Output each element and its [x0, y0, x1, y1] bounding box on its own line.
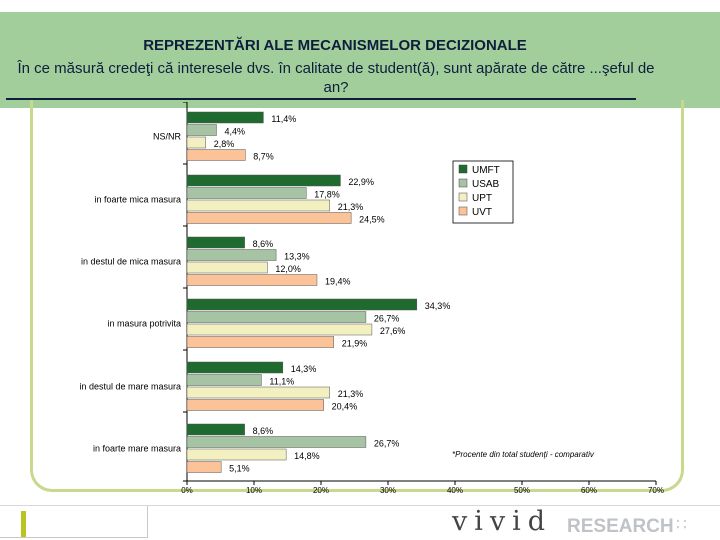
legend-label: UPT: [472, 193, 492, 204]
data-label: 26,7%: [374, 314, 400, 324]
data-label: 21,3%: [338, 202, 364, 212]
bar-usab: [186, 124, 217, 136]
data-label: 11,4%: [271, 114, 296, 124]
bar-umft: [186, 174, 341, 187]
bar-umft: [186, 111, 264, 124]
slide-title: REPREZENTĂRI ALE MECANISMELOR DECIZIONAL…: [143, 37, 527, 54]
data-label: 11,1%: [269, 377, 294, 387]
data-label: 21,9%: [342, 339, 368, 349]
bar-upt: [186, 448, 287, 461]
bar-umft: [186, 298, 418, 311]
data-label: 24,5%: [359, 215, 385, 225]
bar-upt: [186, 136, 207, 149]
data-label: 26,7%: [374, 439, 400, 449]
legend-swatch: [458, 164, 468, 174]
x-tick-label: 0%: [181, 486, 193, 495]
x-tick-label: 40%: [447, 486, 463, 495]
bar-umft: [186, 361, 284, 374]
category-label: in foarte mare masura: [93, 443, 181, 453]
x-tick-label: 60%: [581, 486, 597, 495]
data-label: 17,8%: [314, 190, 340, 200]
bar-umft: [186, 423, 245, 436]
bar-usab: [186, 374, 262, 386]
data-label: 5,1%: [229, 464, 250, 474]
data-label: 14,3%: [291, 364, 317, 374]
legend-swatch: [458, 178, 468, 188]
subtitle-underline: [6, 98, 636, 100]
data-label: 27,6%: [380, 326, 406, 336]
logo-word: vivid: [452, 506, 553, 537]
category-label: NS/NR: [153, 131, 182, 141]
chart-frame: [30, 100, 684, 492]
x-tick-label: 50%: [514, 486, 530, 495]
bar-usab: [186, 249, 277, 261]
data-label: 21,3%: [338, 389, 364, 399]
data-label: 22,9%: [348, 177, 374, 187]
data-label: 8,6%: [253, 426, 274, 436]
vivid-research-logo: vivid RESEARCH ∷: [452, 506, 720, 540]
data-label: 2,8%: [214, 139, 235, 149]
bar-upt: [186, 323, 373, 336]
bar-uvt: [186, 461, 222, 473]
legend-label: UVT: [472, 207, 492, 218]
bar-upt: [186, 386, 330, 399]
bar-usab: [186, 436, 367, 448]
data-label: 12,0%: [275, 264, 301, 274]
category-label: in destul de mica masura: [81, 256, 181, 266]
x-tick-label: 10%: [246, 486, 262, 495]
bar-umft: [186, 236, 245, 249]
logo-dots-icon: ∷: [676, 515, 687, 535]
footer-box: [0, 506, 148, 538]
data-label: 20,4%: [332, 402, 358, 412]
chart-annotation: *Procente din total studenţi - comparati…: [452, 450, 595, 459]
bar-upt: [186, 261, 268, 274]
legend-label: USAB: [472, 179, 500, 190]
data-label: 13,3%: [284, 252, 310, 262]
slide-subtitle: În ce măsură credeţi că interesele dvs. …: [17, 60, 655, 96]
data-label: 4,4%: [224, 127, 245, 137]
category-label: in destul de mare masura: [79, 381, 181, 391]
category-label: in foarte mica masura: [94, 194, 181, 204]
bar-uvt: [186, 212, 352, 224]
legend-swatch: [458, 206, 468, 216]
data-label: 8,7%: [253, 152, 274, 162]
logo-research: RESEARCH: [567, 516, 674, 537]
footer-divider: [0, 505, 720, 506]
bar-chart: 0% 10% 20% 30% 40% 50% 60% 70% NS/NR 11,4% 4,4% 2,8…: [79, 102, 664, 495]
data-label: 14,8%: [294, 451, 320, 461]
legend-swatch: [458, 192, 468, 202]
bar-usab: [186, 311, 367, 323]
bar-usab: [186, 187, 307, 199]
bar-upt: [186, 199, 330, 212]
footer-accent-mark: [21, 511, 26, 537]
bar-uvt: [186, 149, 246, 161]
data-label: 19,4%: [325, 277, 351, 287]
bar-uvt: [186, 336, 334, 348]
x-tick-label: 70%: [648, 486, 664, 495]
bar-uvt: [186, 399, 324, 411]
bar-uvt: [186, 274, 318, 286]
header-band: [0, 12, 720, 108]
data-label: 34,3%: [425, 301, 451, 311]
legend-label: UMFT: [472, 165, 500, 176]
data-label: 8,6%: [253, 239, 274, 249]
category-label: in masura potrivita: [107, 318, 181, 328]
x-tick-label: 30%: [380, 486, 396, 495]
x-tick-label: 20%: [313, 486, 329, 495]
